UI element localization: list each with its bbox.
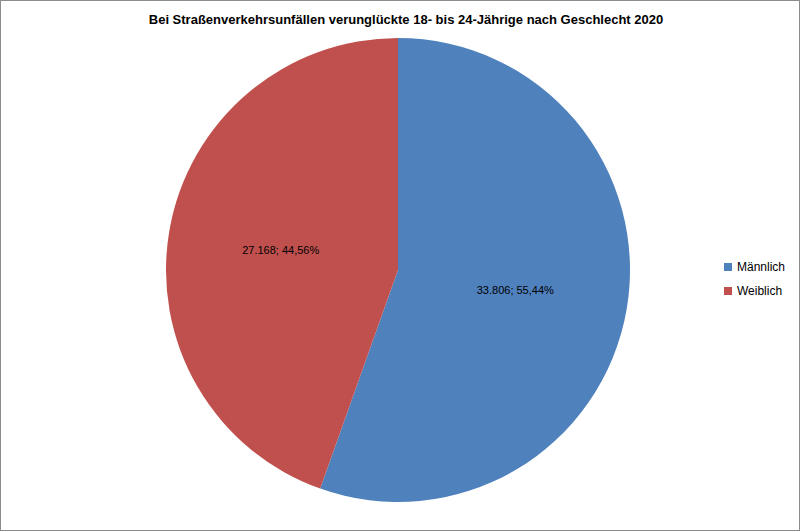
svg-text:33.806; 55,44%: 33.806; 55,44% [477,284,554,296]
svg-text:Weiblich: Weiblich [737,284,782,298]
svg-text:27.168; 44,56%: 27.168; 44,56% [242,244,319,256]
svg-text:Männlich: Männlich [737,260,785,274]
svg-text:Bei Straßenverkehrsunfällen ve: Bei Straßenverkehrsunfällen verunglückte… [149,12,663,27]
